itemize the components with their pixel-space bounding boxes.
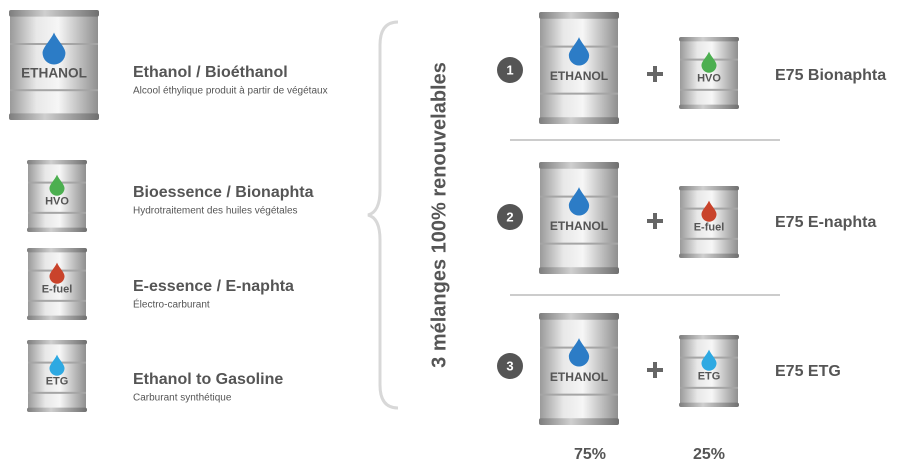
drop	[49, 174, 65, 196]
barrel: ETHANOL	[539, 313, 619, 425]
barrel-label: E-fuel	[694, 222, 725, 234]
barrel: E-fuel	[679, 186, 739, 258]
barrel-body	[540, 12, 618, 124]
brace	[367, 20, 399, 410]
share-base: 75%	[574, 446, 606, 463]
barrel-rim	[679, 253, 739, 258]
item-title: E-essence / E-naphta	[133, 278, 294, 295]
mixes-title: 3 mélanges 100% renouvelables	[428, 62, 450, 368]
plus-v	[653, 66, 657, 82]
barrel: E-fuel	[27, 248, 87, 320]
drop	[701, 200, 717, 222]
barrel-hoop	[680, 88, 738, 91]
barrel-hoop	[28, 299, 86, 302]
barrel-body	[10, 10, 98, 120]
drop	[42, 32, 66, 65]
barrel-label: HVO	[45, 196, 69, 208]
barrel-hoop	[540, 393, 618, 396]
barrel-rim	[27, 248, 87, 253]
barrel: ETHANOL	[539, 12, 619, 124]
barrel-rim	[539, 267, 619, 274]
barrel-hoop	[540, 242, 618, 245]
barrel: HVO	[27, 160, 87, 232]
item-subtitle: Électro-carburant	[133, 298, 210, 311]
barrel-rim	[27, 160, 87, 165]
barrel-rim	[539, 12, 619, 19]
barrel-rim	[679, 335, 739, 340]
barrel-hoop	[28, 391, 86, 394]
item-title: Bioessence / Bionaphta	[133, 184, 314, 201]
drop	[568, 338, 590, 367]
barrel: HVO	[679, 37, 739, 109]
barrel: ETG	[27, 340, 87, 412]
step-circle	[497, 204, 523, 230]
barrel-hoop	[680, 386, 738, 389]
barrel-hoop	[10, 89, 98, 92]
item-title: Ethanol to Gasoline	[133, 371, 283, 388]
drop	[701, 349, 717, 371]
barrel-hoop	[540, 92, 618, 95]
step-number: 2	[506, 209, 513, 224]
barrel-rim	[679, 402, 739, 407]
barrel-rim	[679, 186, 739, 191]
item-subtitle: Hydrotraitement des huiles végétales	[133, 206, 298, 217]
barrel-body	[540, 313, 618, 425]
barrel-rim	[27, 315, 87, 320]
barrel-label: HVO	[697, 73, 721, 85]
item-subtitle: Alcool éthylique produit à partir de vég…	[133, 86, 328, 97]
barrel-body	[540, 162, 618, 274]
barrel-rim	[27, 407, 87, 412]
drop	[701, 51, 717, 73]
barrel-label: ETG	[698, 371, 721, 383]
mix-result: E75 Bionaphta	[775, 67, 886, 84]
barrel-rim	[539, 117, 619, 124]
step-number: 1	[506, 62, 513, 77]
barrel-rim	[539, 313, 619, 320]
barrel-rim	[679, 104, 739, 109]
barrel-body	[28, 340, 86, 412]
barrel: ETHANOL	[539, 162, 619, 274]
plus-v	[653, 213, 657, 229]
drop	[49, 354, 65, 376]
step-number: 3	[506, 358, 513, 373]
barrel-label: ETHANOL	[21, 65, 87, 80]
step-circle	[497, 57, 523, 83]
drop	[568, 37, 590, 66]
item-subtitle: Carburant synthétique	[133, 393, 232, 404]
barrel-label: ETHANOL	[550, 69, 608, 83]
plus-v	[653, 362, 657, 378]
barrel-rim	[9, 113, 99, 120]
barrel-rim	[27, 227, 87, 232]
barrel-body	[680, 335, 738, 407]
barrel-body	[28, 160, 86, 232]
barrel-label: ETG	[46, 376, 69, 388]
mix-result: E75 ETG	[775, 363, 841, 380]
barrel-rim	[539, 162, 619, 169]
mix-result: E75 E-naphta	[775, 214, 876, 231]
barrel-rim	[9, 10, 99, 17]
item-title: Ethanol / Bioéthanol	[133, 64, 288, 81]
barrel-hoop	[28, 211, 86, 214]
drop	[568, 187, 590, 216]
share-additive: 25%	[693, 446, 725, 463]
barrel-label: E-fuel	[42, 284, 73, 296]
barrel-body	[680, 186, 738, 258]
barrel-rim	[679, 37, 739, 42]
barrel-hoop	[680, 237, 738, 240]
barrel-label: ETHANOL	[550, 370, 608, 384]
step-circle	[497, 353, 523, 379]
barrel-rim	[27, 340, 87, 345]
barrel: ETG	[679, 335, 739, 407]
drop	[49, 262, 65, 284]
barrel: ETHANOL	[9, 10, 99, 120]
barrel-body	[680, 37, 738, 109]
barrel-body	[28, 248, 86, 320]
barrel-label: ETHANOL	[550, 219, 608, 233]
barrel-rim	[539, 418, 619, 425]
